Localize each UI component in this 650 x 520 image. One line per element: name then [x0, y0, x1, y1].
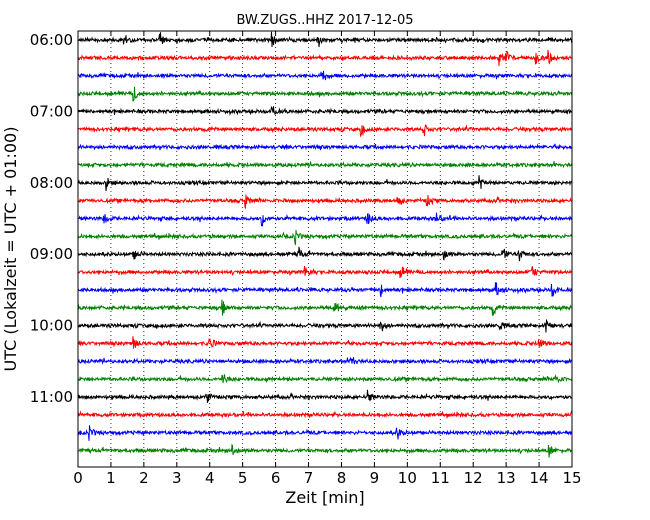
y-tick-label: 09:00	[30, 245, 73, 263]
y-tick-label: 06:00	[30, 31, 73, 49]
ticks: 0 1 2 3 4 5 6 7 8 9 10 11 12 13 14 1506:0007:0008:0009:…	[30, 31, 582, 487]
x-tick-label: 13	[497, 469, 516, 487]
x-tick-label: 7	[304, 469, 314, 487]
y-tick-label: 10:00	[30, 317, 73, 335]
trace-line	[77, 282, 573, 298]
trace-line	[77, 319, 573, 333]
trace-line	[77, 373, 573, 384]
trace-line	[77, 31, 573, 48]
trace-line	[77, 409, 573, 419]
plot-frame	[77, 30, 573, 468]
trace-line	[77, 229, 573, 246]
x-tick-label: 6	[271, 469, 281, 487]
traces	[77, 31, 573, 458]
trace-line	[77, 175, 573, 192]
x-tick-label: 14	[530, 469, 549, 487]
x-tick-label: 9	[370, 469, 380, 487]
trace-line	[77, 212, 573, 227]
x-axis-label: Zeit [min]	[285, 488, 364, 507]
trace-line	[77, 443, 573, 458]
trace-line	[77, 106, 573, 116]
x-tick-label: 8	[337, 469, 347, 487]
grid-lines	[110, 31, 540, 467]
trace-line	[77, 143, 573, 151]
x-tick-label: 15	[562, 469, 581, 487]
x-tick-label: 11	[431, 469, 450, 487]
trace-line	[77, 356, 573, 365]
trace-line	[77, 194, 573, 210]
y-tick-label: 11:00	[30, 388, 73, 406]
y-axis-label: UTC (Lokalzeit = UTC + 01:00)	[1, 127, 20, 372]
y-tick-label: 07:00	[30, 102, 73, 120]
x-tick-label: 1	[106, 469, 116, 487]
trace-line	[77, 336, 573, 349]
x-tick-label: 10	[398, 469, 417, 487]
trace-line	[77, 265, 573, 278]
trace-line	[77, 124, 573, 138]
trace-line	[77, 389, 573, 403]
x-tick-label: 12	[464, 469, 483, 487]
trace-line	[77, 299, 573, 317]
chart-title: BW.ZUGS..HHZ 2017-12-05	[236, 13, 413, 28]
trace-line	[77, 70, 573, 81]
y-tick-label: 08:00	[30, 174, 73, 192]
trace-line	[77, 49, 573, 66]
trace-line	[77, 246, 573, 262]
x-tick-label: 0	[73, 469, 83, 487]
trace-line	[77, 425, 573, 441]
x-tick-label: 3	[172, 469, 182, 487]
x-tick-label: 4	[205, 469, 215, 487]
x-tick-label: 2	[139, 469, 149, 487]
trace-line	[77, 160, 573, 169]
x-tick-label: 5	[238, 469, 248, 487]
trace-line	[77, 86, 573, 102]
